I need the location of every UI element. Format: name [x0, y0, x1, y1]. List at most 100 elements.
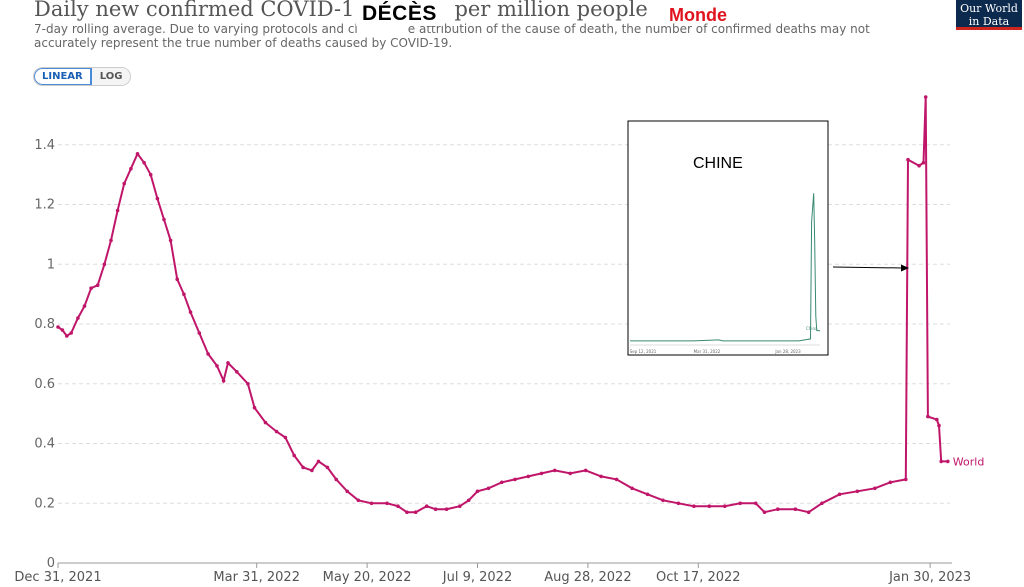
data-point[interactable]	[599, 474, 603, 479]
data-point[interactable]	[235, 370, 239, 374]
data-point[interactable]	[142, 160, 146, 165]
data-point[interactable]	[466, 498, 471, 503]
data-point[interactable]	[837, 492, 842, 497]
data-point[interactable]	[263, 420, 268, 425]
data-point[interactable]	[109, 238, 113, 243]
data-point[interactable]	[76, 316, 80, 320]
data-point[interactable]	[753, 501, 758, 506]
linear-scale-button[interactable]: LINEAR	[34, 68, 92, 85]
data-point[interactable]	[274, 429, 279, 434]
data-point[interactable]	[345, 489, 350, 494]
data-point[interactable]	[396, 504, 400, 509]
data-point[interactable]	[855, 489, 860, 494]
log-scale-button[interactable]: LOG	[91, 68, 131, 85]
data-point[interactable]	[926, 414, 930, 419]
data-point[interactable]	[215, 364, 219, 368]
owid-logo[interactable]: Our World in Data	[956, 0, 1022, 30]
data-point[interactable]	[369, 501, 374, 506]
data-point[interactable]	[301, 465, 305, 470]
overlay-label-monde: Monde	[669, 5, 727, 25]
data-point[interactable]	[325, 465, 330, 470]
data-point[interactable]	[162, 217, 166, 222]
data-point[interactable]	[888, 480, 893, 485]
data-point[interactable]	[405, 510, 409, 514]
y-tick-label: 0.8	[34, 317, 55, 332]
data-point[interactable]	[310, 468, 314, 473]
data-point[interactable]	[553, 468, 557, 473]
data-point[interactable]	[806, 510, 811, 514]
inset-x-tick-label: Mar 31, 2022	[694, 349, 721, 354]
data-point[interactable]	[356, 498, 361, 503]
data-point[interactable]	[292, 453, 297, 458]
data-point[interactable]	[252, 405, 257, 410]
data-point[interactable]	[939, 459, 943, 464]
data-point[interactable]	[486, 486, 491, 491]
data-point[interactable]	[692, 504, 696, 509]
data-point[interactable]	[904, 477, 908, 482]
data-point[interactable]	[122, 181, 126, 186]
data-point[interactable]	[723, 504, 727, 509]
data-point[interactable]	[89, 286, 93, 291]
data-point[interactable]	[937, 423, 941, 428]
data-point[interactable]	[148, 172, 153, 177]
data-point[interactable]	[661, 498, 665, 503]
data-point[interactable]	[155, 196, 160, 201]
data-point[interactable]	[115, 208, 120, 213]
data-point[interactable]	[102, 262, 107, 267]
data-point[interactable]	[583, 468, 588, 473]
data-point[interactable]	[95, 283, 100, 288]
data-point[interactable]	[60, 328, 65, 332]
data-point[interactable]	[762, 510, 767, 514]
data-point[interactable]	[444, 507, 449, 512]
data-point[interactable]	[458, 504, 462, 509]
data-point[interactable]	[182, 292, 186, 297]
data-point[interactable]	[475, 489, 480, 494]
data-point[interactable]	[334, 477, 339, 482]
data-point[interactable]	[500, 480, 504, 485]
data-point[interactable]	[676, 501, 681, 506]
data-point[interactable]	[776, 507, 780, 512]
data-point[interactable]	[56, 325, 60, 329]
data-point[interactable]	[873, 486, 877, 491]
data-point[interactable]	[707, 504, 712, 509]
data-point[interactable]	[135, 152, 140, 156]
data-point[interactable]	[820, 501, 824, 506]
data-point[interactable]	[793, 507, 798, 512]
data-point[interactable]	[923, 95, 928, 99]
data-point[interactable]	[424, 504, 429, 509]
data-point[interactable]	[206, 352, 210, 356]
data-point[interactable]	[645, 492, 650, 497]
data-point[interactable]	[385, 501, 389, 506]
data-point[interactable]	[917, 163, 921, 168]
data-point[interactable]	[946, 459, 950, 464]
data-point[interactable]	[65, 334, 69, 338]
data-point[interactable]	[197, 331, 202, 335]
data-point[interactable]	[168, 238, 173, 243]
data-point[interactable]	[82, 304, 87, 308]
data-point[interactable]	[526, 474, 531, 479]
data-point[interactable]	[188, 310, 193, 314]
data-point[interactable]	[738, 501, 742, 506]
data-point[interactable]	[69, 331, 73, 335]
data-point[interactable]	[129, 166, 133, 171]
data-point[interactable]	[283, 435, 288, 440]
data-point[interactable]	[175, 277, 179, 282]
data-point[interactable]	[433, 507, 438, 512]
inset-title: CHINE	[693, 155, 743, 172]
data-point[interactable]	[316, 459, 321, 464]
x-tick-label: May 20, 2022	[323, 570, 412, 585]
data-point[interactable]	[221, 379, 226, 383]
data-point[interactable]	[614, 477, 619, 482]
data-point[interactable]	[568, 471, 572, 476]
data-point[interactable]	[413, 510, 418, 514]
data-point[interactable]	[539, 471, 544, 476]
data-point[interactable]	[513, 477, 517, 482]
inset-x-tick-label: Sep 12, 2021	[630, 349, 657, 354]
series-points-world	[56, 95, 950, 514]
data-point[interactable]	[935, 417, 939, 422]
data-point[interactable]	[246, 382, 250, 386]
data-point[interactable]	[630, 486, 634, 491]
data-point[interactable]	[906, 157, 910, 162]
data-point[interactable]	[226, 361, 230, 365]
data-point[interactable]	[921, 160, 926, 165]
